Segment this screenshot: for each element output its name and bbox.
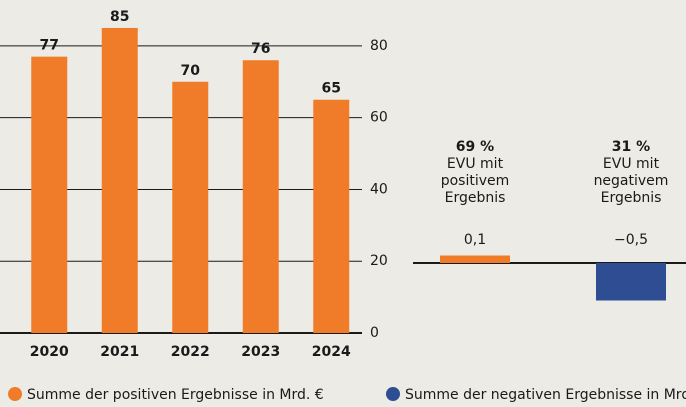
value-label: 76: [251, 41, 270, 57]
x-tick-label: 2021: [100, 344, 139, 360]
x-tick-label: 2020: [30, 344, 69, 360]
value-label: 77: [40, 38, 59, 54]
legend-swatch: [386, 387, 400, 401]
y-tick-label: 80: [370, 38, 388, 54]
y-tick-label: 20: [370, 253, 388, 269]
category-label: EVU mit positivem Ergebnis: [440, 156, 510, 206]
bar: [440, 255, 510, 263]
value-label: 65: [322, 81, 341, 97]
y-tick-label: 40: [370, 181, 388, 197]
bar: [31, 56, 68, 334]
bar: [596, 263, 666, 301]
share-label: 69 %: [455, 139, 495, 155]
bar: [101, 27, 138, 333]
x-tick-label: 2022: [171, 344, 210, 360]
share-label: 31 %: [611, 139, 651, 155]
y-tick-label: 0: [370, 325, 379, 341]
category-label: EVU mit negativem Ergebnis: [593, 156, 669, 206]
legend-label: Summe der negativen Ergebnisse in Mrd. €: [405, 387, 686, 403]
y-tick-label: 60: [370, 110, 388, 126]
legend-swatch: [8, 387, 22, 401]
bar: [172, 81, 209, 334]
legend-label: Summe der positiven Ergebnisse in Mrd. €: [27, 387, 324, 403]
x-tick-label: 2024: [312, 344, 351, 360]
x-tick-label: 2023: [241, 344, 280, 360]
bar: [242, 60, 279, 333]
bar: [313, 99, 350, 333]
value-label: −0,5: [614, 232, 648, 248]
value-label: 0,1: [464, 232, 486, 248]
value-label: 85: [110, 9, 129, 25]
value-label: 70: [181, 63, 201, 79]
